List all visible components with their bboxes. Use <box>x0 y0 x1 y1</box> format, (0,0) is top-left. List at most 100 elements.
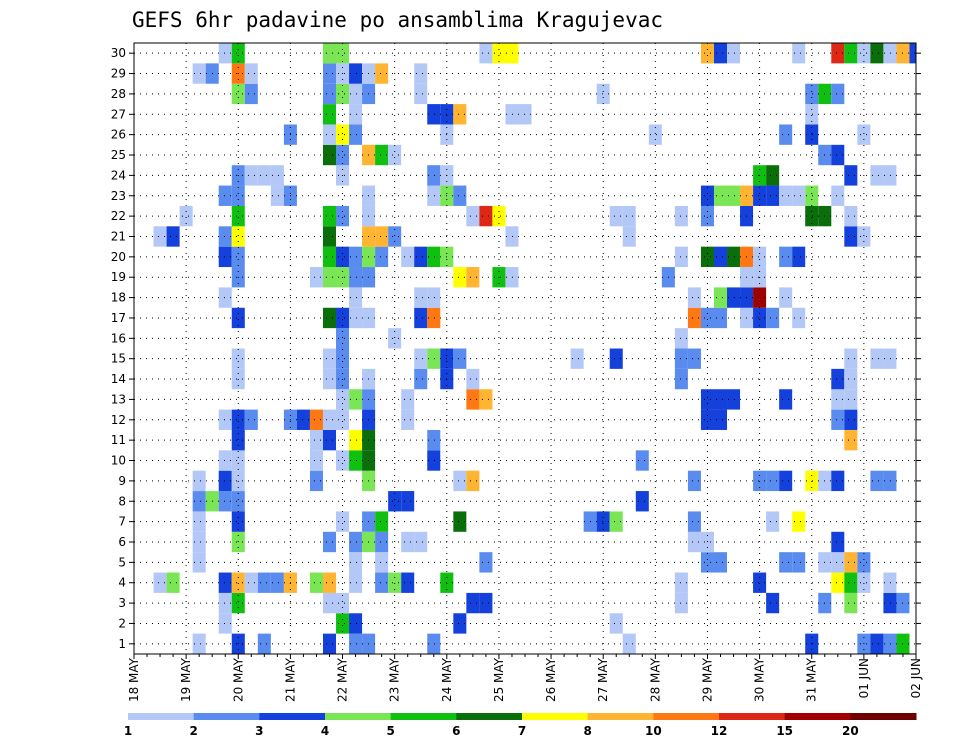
precip-cell <box>192 511 206 532</box>
precip-cell <box>479 592 493 614</box>
precip-cell <box>349 633 363 654</box>
axes: 1234567891011121314151617181920212223242… <box>111 42 923 702</box>
y-tick-label: 17 <box>111 311 126 325</box>
precip-cell <box>349 83 363 105</box>
precip-cell <box>883 348 897 369</box>
precip-cell <box>883 592 897 614</box>
colorbar-label: 12 <box>711 724 728 738</box>
precip-cell <box>349 450 363 471</box>
precip-cell <box>635 491 649 512</box>
precip-cell <box>779 246 793 268</box>
precip-cell <box>609 348 623 369</box>
precip-cell <box>322 531 337 553</box>
precip-cell <box>414 287 428 308</box>
x-tick-label: 26 MAY <box>544 657 558 702</box>
precip-cell <box>779 287 793 308</box>
x-tick-label: 19 MAY <box>179 657 193 702</box>
precip-cell <box>231 592 245 614</box>
precip-cell <box>166 572 180 593</box>
precip-cell <box>322 307 337 329</box>
y-tick-label: 13 <box>111 392 126 406</box>
precip-cell <box>674 205 688 227</box>
precip-cell <box>244 409 258 430</box>
precip-cell <box>336 83 350 105</box>
precip-cell <box>322 572 337 593</box>
precip-cell <box>479 43 493 64</box>
precip-cell <box>466 267 480 288</box>
precip-cell <box>231 572 245 593</box>
precip-cell <box>792 185 806 206</box>
colorbar-label: 7 <box>518 724 526 738</box>
precip-cell <box>322 267 337 288</box>
precip-cell <box>231 470 245 492</box>
precip-cell <box>218 572 232 593</box>
precip-cell <box>857 124 871 145</box>
precip-cell <box>479 389 493 410</box>
precip-cell <box>349 307 363 329</box>
precip-cell <box>713 307 728 329</box>
precip-cell <box>779 185 793 206</box>
y-tick-label: 28 <box>111 87 126 101</box>
precip-cell <box>700 205 714 227</box>
x-tick-label: 29 MAY <box>700 657 714 702</box>
precip-cell <box>622 205 636 227</box>
y-tick-label: 14 <box>111 372 126 386</box>
precip-cell <box>753 307 767 329</box>
precip-cell <box>192 63 206 84</box>
precip-cell <box>766 307 780 329</box>
precip-cell <box>336 348 350 369</box>
precip-cell <box>713 552 728 573</box>
colorbar-swatch <box>850 713 917 720</box>
precip-cell <box>831 368 845 390</box>
precip-cell <box>792 552 806 573</box>
colorbar-swatch <box>390 713 457 720</box>
precip-cell <box>727 185 741 206</box>
x-tick-label: 27 MAY <box>596 657 610 702</box>
precip-cell <box>336 389 350 410</box>
precip-cell <box>244 572 258 593</box>
precip-cell <box>609 205 623 227</box>
precip-cell <box>870 633 884 654</box>
precip-cell <box>687 531 701 553</box>
y-tick-label: 9 <box>118 474 126 488</box>
precip-cell <box>674 246 688 268</box>
precip-cell <box>257 633 271 654</box>
precip-cell <box>218 409 232 430</box>
precip-cell <box>322 348 337 369</box>
precip-cell <box>309 429 323 451</box>
precip-cell <box>336 124 350 145</box>
y-tick-label: 6 <box>118 535 126 549</box>
x-tick-label: 31 MAY <box>805 657 819 702</box>
precip-cell <box>244 165 258 186</box>
precip-cell <box>753 287 767 308</box>
precip-cell <box>427 104 441 125</box>
precip-cell <box>322 368 337 390</box>
x-tick-label: 20 MAY <box>231 657 245 702</box>
precip-cell <box>336 144 350 166</box>
precip-cell <box>231 348 245 369</box>
colorbar-swatch <box>456 713 523 720</box>
precip-cell <box>309 572 323 593</box>
precip-cell <box>648 124 662 145</box>
colorbar-label: 2 <box>189 724 197 738</box>
precip-cell <box>727 43 741 64</box>
precip-cell <box>831 43 845 64</box>
precip-cell <box>766 165 780 186</box>
precip-cell <box>231 185 245 206</box>
precip-cell <box>883 43 897 64</box>
precip-cell <box>192 633 206 654</box>
y-tick-label: 30 <box>111 46 126 60</box>
precip-cell <box>401 531 415 553</box>
precip-cell <box>857 572 871 593</box>
precip-cell <box>349 572 363 593</box>
colorbar-swatch <box>259 713 326 720</box>
precip-cell <box>727 287 741 308</box>
precip-cell <box>700 552 714 573</box>
precip-cell <box>336 307 350 329</box>
precip-cell <box>218 185 232 206</box>
precip-cell <box>466 205 480 227</box>
colorbar-label: 1 <box>124 724 132 738</box>
precip-cell <box>414 307 428 329</box>
precip-cell <box>427 348 441 369</box>
precip-cell <box>844 226 858 247</box>
